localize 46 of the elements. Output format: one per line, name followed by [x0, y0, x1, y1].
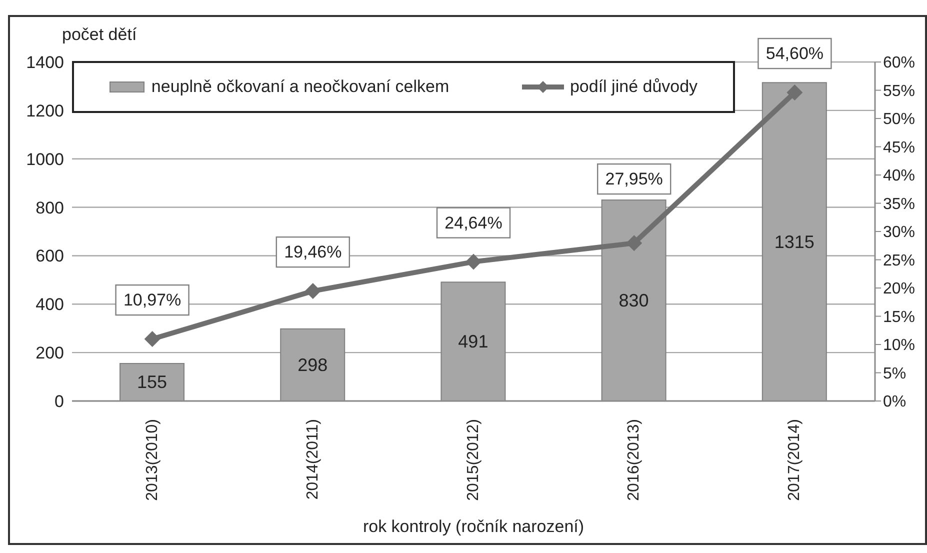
- y-tick-label: 400: [36, 295, 64, 314]
- data-label: 27,95%: [605, 170, 663, 189]
- data-label: 491: [458, 332, 488, 352]
- data-label: 54,60%: [766, 44, 824, 64]
- y2-tick-label: 5%: [883, 365, 906, 382]
- y2-tick-label: 55%: [883, 82, 916, 100]
- y2-tick-label: 50%: [883, 111, 916, 128]
- y-tick-label: 800: [36, 198, 64, 218]
- y-tick-label: 0: [54, 392, 64, 412]
- y-tick-label: 1400: [26, 53, 64, 72]
- point: [144, 331, 160, 348]
- y2-tick-label: 35%: [883, 196, 916, 213]
- x-tick-label: 2014(2011): [304, 419, 322, 500]
- y2-tick-label: 30%: [883, 224, 916, 242]
- legend-label: podíl jiné důvody: [570, 77, 698, 97]
- x-tick-label: 2013(2010): [144, 419, 161, 501]
- legend-label: neuplně očkovaní a neočkovaní celkem: [151, 77, 450, 97]
- point: [304, 283, 321, 300]
- point: [466, 254, 482, 270]
- data-label: 24,64%: [444, 213, 502, 232]
- y-tick-label: 1000: [26, 150, 64, 169]
- y2-tick-label: 45%: [883, 139, 916, 156]
- y2-tick-label: 10%: [883, 337, 916, 354]
- y2-tick-label: 20%: [883, 280, 916, 298]
- y2-tick-label: 60%: [883, 54, 916, 72]
- bar: [120, 362, 184, 401]
- point: [626, 235, 642, 252]
- x-tick-label: 2017(2014): [786, 419, 804, 501]
- y2-tick-label: 40%: [883, 168, 916, 185]
- y-tick-label: 1200: [26, 101, 64, 120]
- data-label: 1315: [774, 232, 814, 252]
- x-tick-label: 2015(2012): [465, 419, 482, 501]
- point: [786, 84, 803, 101]
- data-label: 830: [618, 290, 649, 311]
- y2-tick-label: 15%: [883, 308, 916, 326]
- data-label: 19,46%: [284, 242, 342, 262]
- data-label: 155: [136, 372, 168, 392]
- x-axis-title: rok kontroly (ročník narození): [362, 517, 584, 536]
- y-axis-title: počet dětí: [62, 25, 137, 44]
- data-label: 10,97%: [123, 290, 182, 310]
- x-tick-label: 2016(2013): [626, 419, 643, 501]
- y-tick-label: 200: [36, 344, 64, 363]
- y2-tick-label: 0%: [883, 394, 906, 411]
- y2-tick-label: 25%: [883, 252, 916, 270]
- data-label: 298: [298, 354, 328, 375]
- y-tick-label: 600: [36, 246, 64, 266]
